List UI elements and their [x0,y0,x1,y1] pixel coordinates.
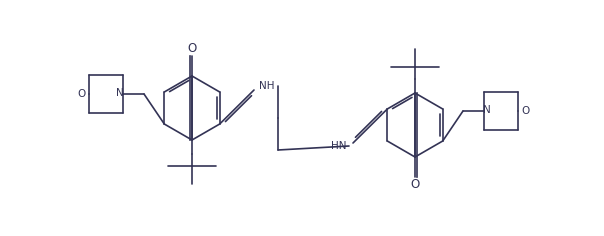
Text: HN: HN [331,141,347,151]
Text: NH: NH [259,81,275,91]
Text: N: N [116,88,124,98]
Text: N: N [483,105,491,115]
Text: O: O [521,106,529,116]
Text: O: O [410,178,420,191]
Text: O: O [78,89,86,99]
Text: O: O [187,42,197,55]
